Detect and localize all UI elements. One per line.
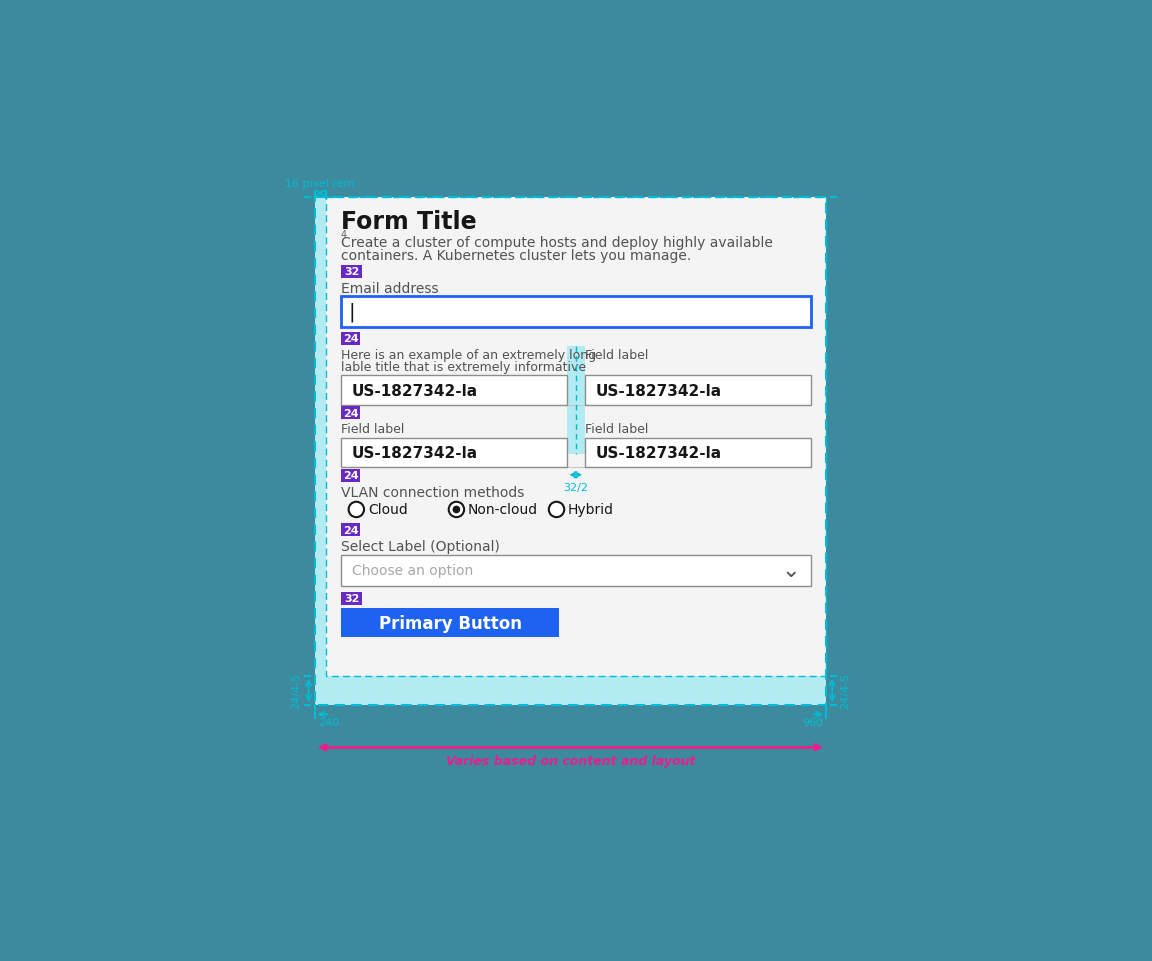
Bar: [341, 265, 363, 279]
Text: ⌄: ⌄: [781, 560, 799, 580]
Circle shape: [453, 506, 461, 514]
Text: Field label: Field label: [341, 423, 404, 436]
Bar: [341, 376, 567, 406]
Bar: [341, 438, 567, 468]
Text: Non-cloud: Non-cloud: [468, 503, 538, 517]
Text: Form Title: Form Title: [341, 209, 477, 234]
Bar: [341, 469, 361, 482]
Text: Field label: Field label: [585, 349, 649, 361]
Bar: [341, 376, 567, 406]
Bar: [314, 198, 826, 705]
Text: 32: 32: [344, 267, 359, 277]
Text: 32: 32: [344, 594, 359, 604]
Text: Varies based on content and layout: Varies based on content and layout: [446, 753, 695, 767]
Circle shape: [350, 504, 363, 516]
Text: 4: 4: [341, 230, 347, 240]
Bar: [341, 297, 811, 328]
Bar: [585, 376, 811, 406]
Text: 24/4-5: 24/4-5: [840, 673, 850, 708]
Text: VLAN connection methods: VLAN connection methods: [341, 485, 524, 500]
Text: 32/2: 32/2: [563, 483, 589, 493]
Bar: [341, 297, 811, 328]
Bar: [341, 407, 361, 420]
Bar: [341, 333, 361, 345]
Text: containers. A Kubernetes cluster lets you manage.: containers. A Kubernetes cluster lets yo…: [341, 248, 691, 262]
Text: |: |: [349, 303, 355, 322]
Bar: [341, 608, 560, 637]
Text: Select Label (Optional): Select Label (Optional): [341, 540, 500, 554]
Text: Field label: Field label: [585, 423, 649, 436]
Bar: [326, 198, 826, 677]
Text: 960: 960: [802, 718, 823, 727]
Text: Cloud: Cloud: [367, 503, 408, 517]
Bar: [314, 198, 826, 705]
Circle shape: [449, 503, 464, 518]
Bar: [585, 376, 811, 406]
Text: 16 pixel rem: 16 pixel rem: [286, 179, 355, 188]
Text: US-1827342-la: US-1827342-la: [596, 383, 722, 398]
Text: 24: 24: [343, 333, 358, 344]
Text: US-1827342-la: US-1827342-la: [596, 446, 722, 460]
Bar: [326, 198, 826, 677]
Bar: [341, 438, 567, 468]
Bar: [341, 592, 363, 605]
Circle shape: [551, 504, 562, 516]
Text: 24: 24: [343, 471, 358, 480]
Text: lable title that is extremely informative: lable title that is extremely informativ…: [341, 360, 586, 374]
Text: US-1827342-la: US-1827342-la: [351, 446, 478, 460]
Text: Email address: Email address: [341, 282, 439, 295]
Text: Here is an example of an extremely long: Here is an example of an extremely long: [341, 349, 596, 361]
Bar: [585, 438, 811, 468]
Text: 240: 240: [318, 718, 339, 727]
Text: Choose an option: Choose an option: [351, 564, 473, 578]
Text: Create a cluster of compute hosts and deploy highly available: Create a cluster of compute hosts and de…: [341, 236, 773, 250]
Bar: [567, 347, 585, 455]
Text: 24: 24: [343, 408, 358, 418]
Bar: [341, 555, 811, 586]
Text: Hybrid: Hybrid: [568, 503, 614, 517]
Text: 24: 24: [343, 526, 358, 535]
Bar: [341, 555, 811, 586]
Bar: [585, 438, 811, 468]
Text: US-1827342-la: US-1827342-la: [351, 383, 478, 398]
Text: 24/4-5: 24/4-5: [290, 673, 301, 708]
Bar: [341, 524, 361, 537]
Text: Primary Button: Primary Button: [379, 614, 522, 632]
